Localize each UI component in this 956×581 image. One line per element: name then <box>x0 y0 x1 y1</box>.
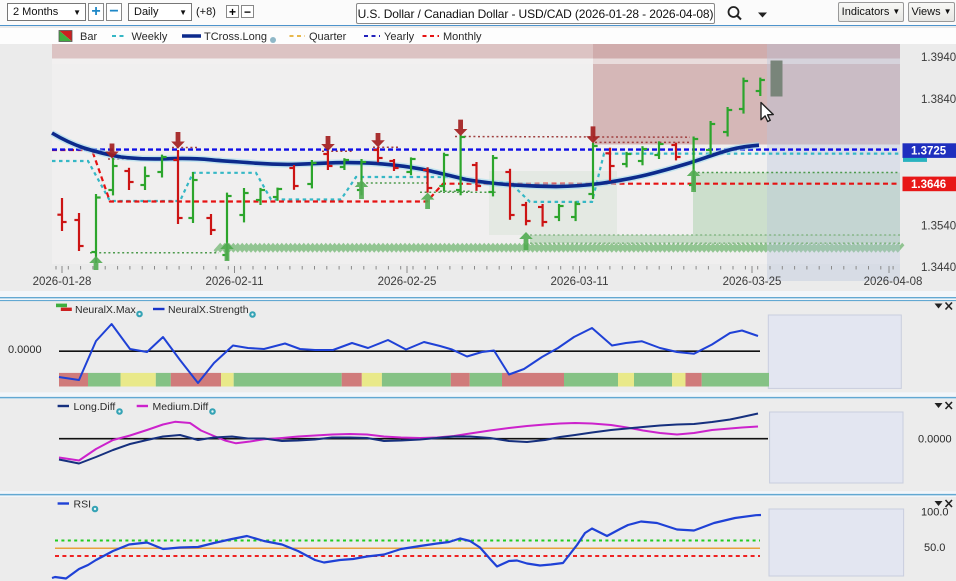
svg-text:Bar: Bar <box>80 31 97 43</box>
svg-text:1.3725: 1.3725 <box>911 146 947 158</box>
svg-text:RSI: RSI <box>74 499 92 511</box>
svg-text:0.0000: 0.0000 <box>8 344 42 356</box>
svg-text:1.3440: 1.3440 <box>921 262 956 274</box>
svg-text:Yearly: Yearly <box>384 31 415 43</box>
svg-text:2026-02-11: 2026-02-11 <box>206 276 264 288</box>
svg-text:1.3540: 1.3540 <box>921 221 956 233</box>
svg-text:2026-01-28: 2026-01-28 <box>33 276 92 288</box>
svg-text:1.3646: 1.3646 <box>911 179 946 191</box>
svg-text:TCross.Long: TCross.Long <box>204 31 267 43</box>
svg-text:50.0: 50.0 <box>924 542 945 554</box>
svg-text:2026-03-25: 2026-03-25 <box>723 276 782 288</box>
svg-text:2026-03-11: 2026-03-11 <box>551 276 609 288</box>
svg-text:NeuralX.Strength: NeuralX.Strength <box>168 304 249 316</box>
svg-text:NeuralX.Max: NeuralX.Max <box>75 304 136 316</box>
svg-text:Quarter: Quarter <box>309 31 347 43</box>
svg-text:Medium.Diff: Medium.Diff <box>153 401 209 413</box>
svg-text:1.3840: 1.3840 <box>921 94 956 106</box>
svg-text:Monthly: Monthly <box>443 31 482 43</box>
svg-text:Long.Diff: Long.Diff <box>74 401 116 413</box>
svg-text:Weekly: Weekly <box>132 31 168 43</box>
svg-text:2026-02-25: 2026-02-25 <box>378 276 437 288</box>
svg-text:2026-04-08: 2026-04-08 <box>864 276 923 288</box>
svg-text:100.0: 100.0 <box>921 507 949 519</box>
svg-text:0.0000: 0.0000 <box>918 434 952 446</box>
svg-text:1.3940: 1.3940 <box>921 52 956 64</box>
